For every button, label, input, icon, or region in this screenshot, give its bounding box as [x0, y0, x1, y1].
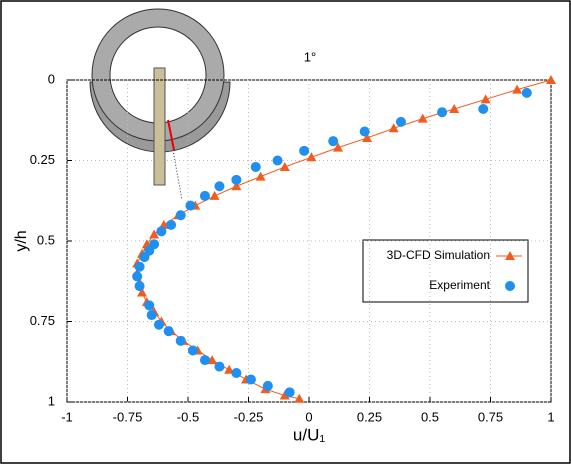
triangle-marker [255, 171, 266, 181]
y-tick-label: 0 [48, 71, 55, 86]
circle-marker [395, 116, 406, 127]
circle-marker [199, 190, 210, 201]
triangle-marker [546, 75, 556, 84]
chart-title: 1° [304, 49, 316, 64]
circle-marker [245, 374, 256, 385]
legend-label: Experiment [429, 278, 490, 292]
triangle-marker [207, 355, 218, 365]
x-tick-label: -0.25 [234, 409, 264, 424]
circle-marker [359, 126, 370, 137]
triangle-marker [306, 152, 317, 162]
circle-marker [156, 226, 167, 237]
triangle-marker [333, 142, 344, 152]
plate [153, 67, 166, 186]
circle-marker [437, 107, 448, 118]
legend-marker [505, 281, 515, 291]
circle-marker [153, 319, 164, 330]
circle-marker [166, 219, 177, 230]
circle-marker [199, 355, 210, 366]
triangle-marker [362, 132, 373, 142]
triangle-marker [417, 113, 428, 123]
x-tick-label: 0.25 [357, 409, 382, 424]
y-tick-label: 0.25 [30, 152, 55, 167]
y-tick-label: 0.5 [37, 232, 55, 247]
x-tick-label: -1 [61, 409, 73, 424]
triangle-marker [512, 84, 523, 94]
triangle-marker [294, 393, 305, 403]
circle-marker [262, 380, 273, 391]
pointer [172, 149, 183, 201]
y-axis-label: y/h [13, 230, 30, 251]
triangle-marker [137, 287, 148, 297]
probe-line [167, 119, 175, 151]
x-tick-label: 0 [305, 409, 312, 424]
circle-marker [134, 281, 145, 292]
circle-marker [214, 181, 225, 192]
triangle-marker [279, 161, 290, 171]
circle-marker [250, 161, 261, 172]
circle-marker [185, 200, 196, 211]
circle-marker [187, 345, 198, 356]
circle-marker [521, 87, 532, 98]
y-tick-label: 1 [48, 393, 55, 408]
circle-marker [231, 174, 242, 185]
x-tick-label: 0.75 [478, 409, 503, 424]
legend-label: 3D-CFD Simulation [387, 248, 490, 262]
circle-marker [139, 252, 150, 263]
x-tick-label: -0.75 [113, 409, 143, 424]
circle-marker [163, 326, 174, 337]
circle-marker [175, 210, 186, 221]
x-tick-label: 0.5 [421, 409, 439, 424]
circle-marker [272, 155, 283, 166]
x-axis-label: u/U₁ [293, 425, 325, 444]
circle-marker [478, 103, 489, 114]
x-tick-label: 1 [547, 409, 554, 424]
circle-marker [144, 300, 155, 311]
legend [362, 239, 529, 303]
circle-marker [132, 271, 143, 282]
triangle-marker [149, 229, 160, 239]
triangle-marker [209, 190, 220, 200]
triangle-marker [388, 123, 399, 133]
circle-marker [134, 261, 145, 272]
legend-marker [505, 251, 515, 260]
inset-diagram [89, 8, 231, 201]
circle-marker [214, 361, 225, 372]
y-tick-label: 0.75 [30, 313, 55, 328]
triangle-marker [279, 390, 290, 400]
circle-marker [146, 310, 157, 321]
circle-marker [231, 368, 242, 379]
triangle-marker [231, 181, 242, 191]
circle-marker [175, 335, 186, 346]
circle-marker [299, 145, 310, 156]
x-tick-label: -0.5 [177, 409, 199, 424]
circle-marker [284, 387, 295, 398]
circle-marker [328, 136, 339, 147]
triangle-marker [449, 103, 460, 113]
triangle-marker [480, 94, 491, 104]
